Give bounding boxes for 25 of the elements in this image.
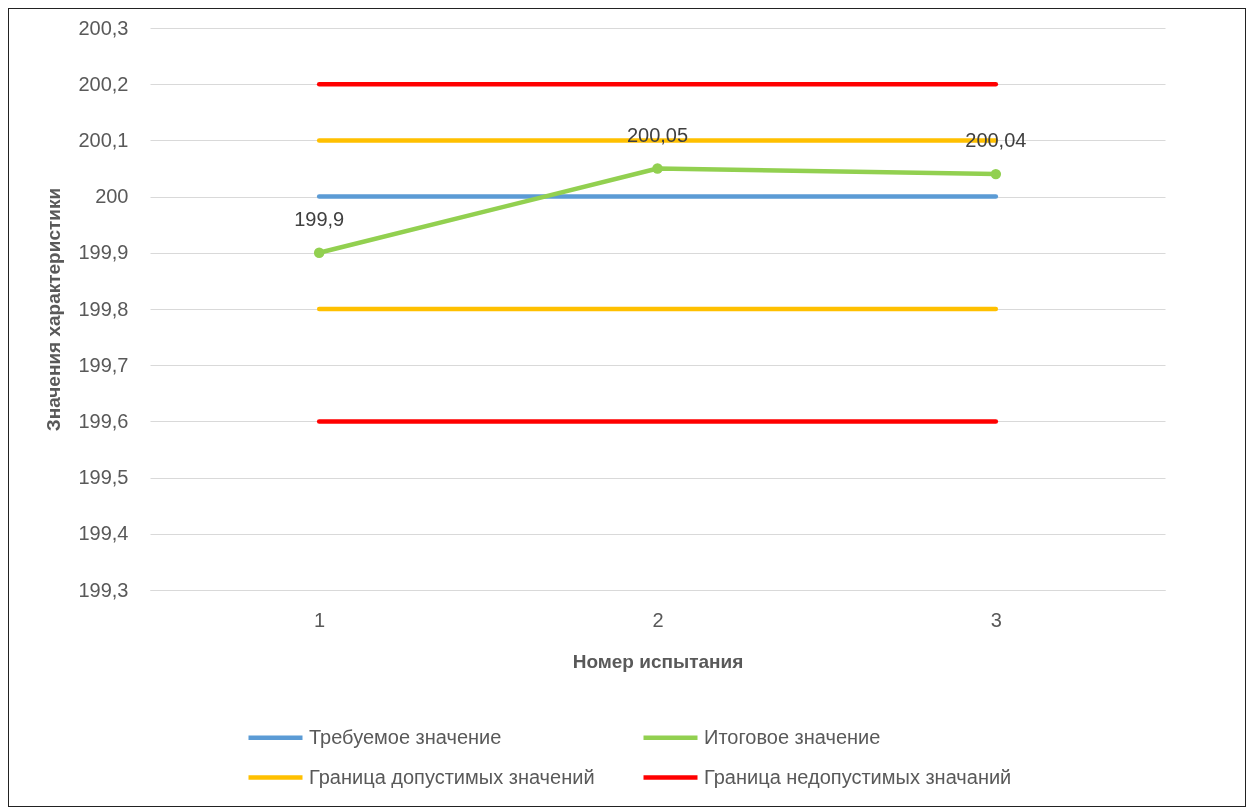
legend-label: Граница недопустимых значаний	[704, 765, 1012, 788]
legend-label: Граница допустимых значений	[309, 765, 595, 788]
y-tick-label: 199,9	[78, 241, 129, 264]
y-tick-label: 200,1	[78, 128, 129, 151]
point	[990, 168, 1002, 180]
y-tick-label: 199,3	[78, 578, 129, 601]
y-tick-label: 200,3	[78, 16, 129, 39]
y-tick-label: 199,4	[78, 522, 129, 545]
y-tick-label: 199,7	[78, 353, 129, 376]
y-tick-label: 200	[95, 185, 129, 208]
x-tick-label: 1	[314, 608, 326, 631]
legend-label: Требуемое значение	[309, 725, 502, 748]
y-tick-label: 200,2	[78, 72, 129, 95]
legend-label: Итоговое значение	[704, 725, 881, 748]
data-label: 199,9	[294, 207, 345, 230]
x-tick-label: 2	[652, 608, 664, 631]
x-tick-label: 3	[990, 608, 1002, 631]
x-axis-title: Номер испытания	[572, 650, 744, 672]
y-axis-title: Значения характеристики	[43, 187, 65, 432]
data-label: 200,04	[965, 129, 1027, 152]
point	[652, 163, 663, 174]
y-tick-label: 199,6	[78, 409, 129, 432]
point	[313, 247, 325, 259]
y-tick-label: 199,5	[78, 466, 129, 489]
y-tick-label: 199,8	[78, 297, 129, 320]
